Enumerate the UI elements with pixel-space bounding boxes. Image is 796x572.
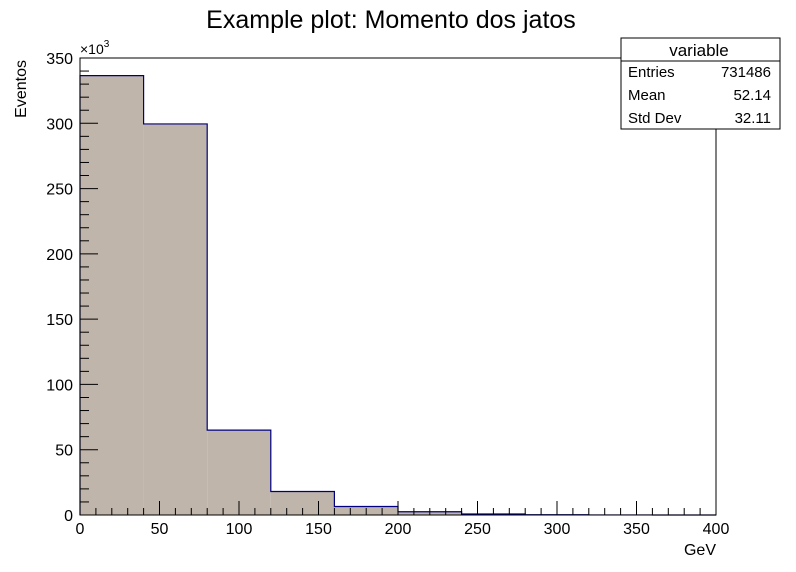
stats-value-stddev: 32.11 [735, 110, 771, 127]
stats-value-mean: 52.14 [733, 87, 771, 104]
y-tick-label: 350 [46, 51, 73, 68]
x-tick-label: 100 [226, 521, 253, 538]
x-tick-label: 350 [623, 521, 650, 538]
stats-value-entries: 731486 [721, 64, 771, 81]
x-tick-label: 0 [76, 521, 85, 538]
stats-box-title: variable [669, 41, 729, 60]
y-tick-label: 150 [46, 312, 73, 329]
y-tick-label: 100 [46, 377, 73, 394]
y-multiplier-label: ×103 [80, 39, 110, 57]
stats-label-stddev: Std Dev [628, 110, 682, 127]
histogram-bars [79, 75, 716, 516]
y-axis-label: Eventos [13, 60, 30, 118]
stats-label-entries: Entries [628, 64, 675, 81]
chart-title: Example plot: Momento dos jatos [206, 6, 576, 34]
y-tick-label: 200 [46, 247, 73, 264]
y-tick-label: 300 [46, 116, 73, 133]
histogram-bin-0 [80, 75, 144, 516]
stats-box: variable Entries 731486 Mean 52.14 Std D… [620, 37, 781, 130]
x-tick-label: 200 [385, 521, 412, 538]
x-tick-label: 50 [151, 521, 169, 538]
y-tick-label: 50 [55, 443, 73, 460]
x-tick-label: 150 [305, 521, 332, 538]
stats-label-mean: Mean [628, 87, 666, 104]
axes: 0 50 100 150 200 250 300 350 400 0 50 100 150 200 250 3… [46, 51, 729, 538]
histogram-bin-2 [207, 430, 271, 515]
histogram-bin-1 [143, 123, 208, 515]
x-tick-label: 400 [703, 521, 730, 538]
x-axis-label: GeV [684, 542, 716, 559]
x-tick-label: 250 [464, 521, 491, 538]
stats-box-frame [620, 37, 781, 130]
y-tick-label: 0 [64, 508, 73, 525]
y-tick-label: 250 [46, 182, 73, 199]
x-tick-label: 300 [544, 521, 571, 538]
